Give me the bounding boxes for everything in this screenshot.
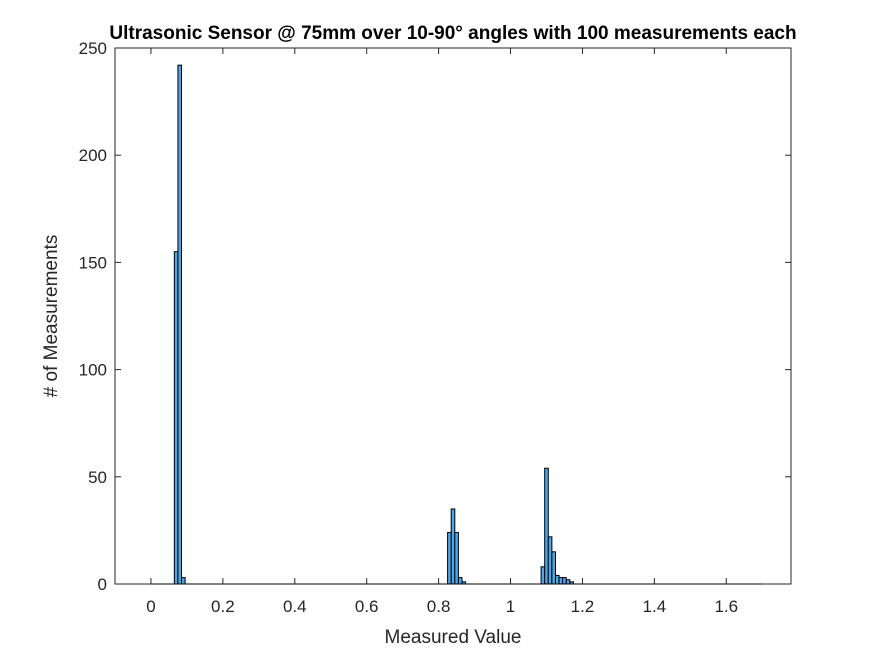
x-axis-ticks: 0 0.2 0.4 0.6 0.8 1 1.2 1.4 1.6 [146, 48, 738, 616]
histogram-bar [181, 577, 186, 585]
x-tick-label: 0.6 [355, 597, 379, 616]
x-tick-label: 1 [506, 597, 515, 616]
x-axis-label: Measured Value [385, 627, 522, 648]
y-tick-label: 150 [79, 253, 107, 272]
y-tick-label: 0 [98, 575, 107, 594]
histogram-bar [461, 581, 467, 585]
y-axis-label: # of Measurements [41, 235, 62, 398]
y-axis-ticks: 0 50 100 150 200 250 [79, 39, 791, 594]
histogram-bar [547, 536, 553, 585]
x-tick-label: 1.2 [571, 597, 595, 616]
x-tick-label: 0.8 [427, 597, 451, 616]
histogram-bar [558, 577, 564, 585]
histogram-bar [454, 532, 459, 585]
plot-area: 0 0.2 0.4 0.6 0.8 1 1.2 1.4 1.6 0 50 100 150 200 250 [79, 39, 792, 616]
x-tick-label: 0 [146, 597, 155, 616]
histogram-bar [447, 532, 452, 585]
y-tick-label: 100 [79, 361, 107, 380]
histogram-bar [173, 251, 179, 585]
histogram-bar [540, 566, 546, 585]
histogram-bar [554, 574, 560, 585]
chart-title: Ultrasonic Sensor @ 75mm over 10-90° ang… [109, 23, 796, 44]
y-tick-label: 200 [79, 146, 107, 165]
bars-layer [173, 64, 574, 585]
histogram-bar [569, 581, 574, 585]
x-tick-label: 0.2 [211, 597, 235, 616]
histogram-bar [562, 577, 567, 585]
histogram-bar [450, 508, 456, 585]
x-tick-label: 0.4 [283, 597, 307, 616]
histogram-bar [457, 577, 463, 585]
x-tick-label: 1.4 [643, 597, 667, 616]
x-tick-label: 1.6 [714, 597, 738, 616]
histogram-bar [565, 579, 571, 585]
histogram-bar [551, 551, 556, 585]
histogram-bar [544, 467, 549, 585]
y-tick-label: 50 [88, 468, 107, 487]
axes-box [114, 47, 792, 585]
histogram-bar [177, 64, 183, 585]
y-tick-label: 250 [79, 39, 107, 58]
